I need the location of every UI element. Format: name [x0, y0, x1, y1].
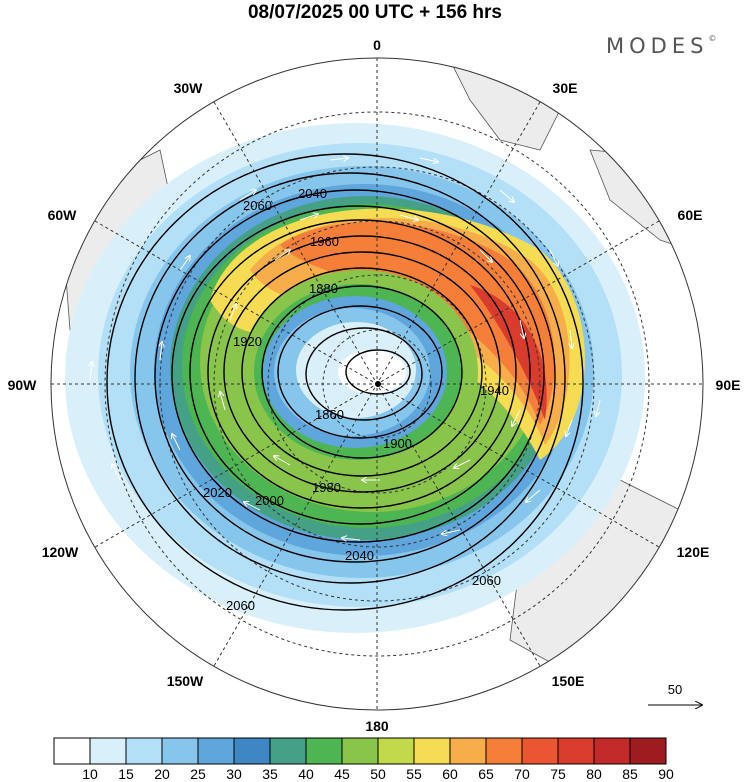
colorbar-tick-label: 10: [82, 766, 98, 782]
svg-text:120W: 120W: [42, 544, 79, 560]
wind-vectors: [90, 158, 601, 540]
longitude-labels: 0 30E 60E 90E 120E 150E 180 150W 120W 90…: [8, 37, 741, 734]
svg-text:60W: 60W: [48, 207, 78, 223]
svg-text:1980: 1980: [312, 480, 341, 495]
colorbar-swatch: [269, 737, 307, 765]
svg-text:1940: 1940: [480, 383, 509, 398]
colorbar-tick-label: 20: [154, 766, 170, 782]
svg-text:2060: 2060: [472, 573, 501, 588]
svg-text:150E: 150E: [552, 673, 585, 689]
colorbar-tick-label: 80: [586, 766, 602, 782]
svg-text:120E: 120E: [677, 544, 710, 560]
svg-text:1860: 1860: [315, 407, 344, 422]
colorbar-tick-label: 65: [478, 766, 494, 782]
colorbar: [53, 737, 667, 765]
colorbar-swatch: [413, 737, 451, 765]
colorbar-swatch: [197, 737, 235, 765]
colorbar-swatch: [485, 737, 523, 765]
colorbar-swatch: [233, 737, 271, 765]
svg-text:50: 50: [668, 682, 682, 697]
colorbar-tick-label: 55: [406, 766, 422, 782]
svg-text:2040: 2040: [345, 548, 374, 563]
pole-marker: [375, 381, 381, 387]
colorbar-swatch: [629, 737, 667, 765]
colorbar-tick-label: 30: [226, 766, 242, 782]
reference-vector: 50: [648, 682, 702, 705]
svg-text:1880: 1880: [309, 281, 338, 296]
svg-text:180: 180: [365, 718, 389, 734]
colorbar-swatch: [305, 737, 343, 765]
svg-text:90E: 90E: [716, 377, 741, 393]
colorbar-swatch: [521, 737, 559, 765]
svg-text:1920: 1920: [233, 334, 262, 349]
svg-text:30E: 30E: [553, 80, 578, 96]
svg-text:0: 0: [373, 37, 381, 53]
colorbar-swatch: [89, 737, 127, 765]
colorbar-tick-label: 50: [370, 766, 386, 782]
colorbar-swatch: [377, 737, 415, 765]
height-contours: [106, 153, 584, 611]
contour-labels: 2060 2040 2020 2000 1980 1960 1940 1920 …: [203, 186, 509, 613]
svg-text:150W: 150W: [167, 673, 204, 689]
colorbar-tick-label: 70: [514, 766, 530, 782]
svg-text:2060: 2060: [243, 198, 272, 213]
colorbar-swatch: [161, 737, 199, 765]
colorbar-tick-label: 60: [442, 766, 458, 782]
svg-text:2060: 2060: [226, 598, 255, 613]
colorbar-tick-label: 40: [298, 766, 314, 782]
brand-logo: MODES©: [606, 34, 717, 58]
colorbar-tick-label: 35: [262, 766, 278, 782]
svg-text:1960: 1960: [310, 234, 339, 249]
colorbar-tick-label: 85: [622, 766, 638, 782]
svg-text:90W: 90W: [8, 377, 38, 393]
colorbar-tick-label: 75: [550, 766, 566, 782]
svg-text:2020: 2020: [203, 485, 232, 500]
map-title: 08/07/2025 00 UTC + 156 hrs: [247, 2, 503, 23]
colorbar-swatch: [125, 737, 163, 765]
svg-text:1900: 1900: [383, 436, 412, 451]
colorbar-swatch: [449, 737, 487, 765]
colorbar-swatch: [593, 737, 631, 765]
colorbar-swatch: [53, 737, 91, 765]
colorbar-tick-label: 90: [658, 766, 674, 782]
map-boundary: [50, 57, 704, 711]
svg-text:30W: 30W: [174, 80, 204, 96]
colorbar-swatch: [557, 737, 595, 765]
svg-text:2040: 2040: [298, 186, 327, 201]
colorbar-swatch: [341, 737, 379, 765]
colorbar-tick-label: 45: [334, 766, 350, 782]
svg-text:60E: 60E: [678, 207, 703, 223]
svg-text:2000: 2000: [255, 493, 284, 508]
colorbar-tick-label: 25: [190, 766, 206, 782]
colorbar-tick-label: 15: [118, 766, 134, 782]
